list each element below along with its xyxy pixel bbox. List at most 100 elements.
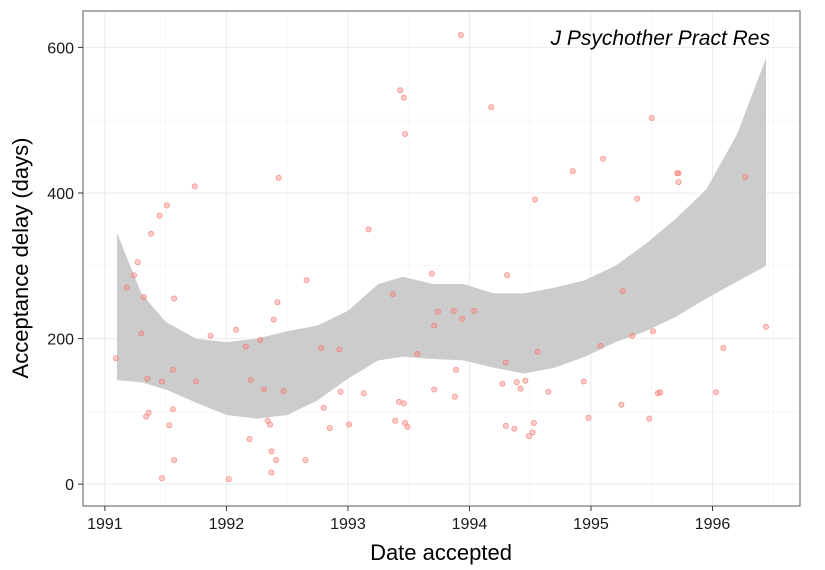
data-point [336, 346, 343, 353]
data-point [275, 174, 282, 181]
data-point [511, 425, 518, 432]
data-point [488, 104, 495, 111]
data-point [123, 284, 130, 291]
data-point [513, 379, 520, 386]
data-point [742, 173, 749, 180]
data-point [303, 277, 310, 284]
data-point [274, 299, 281, 306]
data-point [529, 429, 536, 436]
data-point [648, 115, 655, 122]
data-point [280, 387, 287, 394]
data-point [713, 389, 720, 396]
data-point [517, 385, 524, 392]
y-tick-label: 0 [65, 477, 74, 494]
data-point [242, 343, 249, 350]
y-tick-label: 400 [47, 186, 74, 203]
data-point [431, 386, 438, 393]
data-point [163, 202, 170, 209]
x-tick-label: 1996 [695, 516, 731, 533]
data-point [302, 457, 309, 464]
data-point [530, 419, 537, 426]
data-point [646, 415, 653, 422]
data-point [534, 348, 541, 355]
data-point [326, 425, 333, 432]
data-point [502, 422, 509, 429]
data-point [318, 344, 325, 351]
data-point [171, 457, 178, 464]
data-point [169, 366, 176, 373]
data-point [471, 307, 478, 314]
y-axis-title: Acceptance delay (days) [8, 138, 33, 379]
data-point [580, 378, 587, 385]
data-point [431, 322, 438, 329]
data-point [504, 272, 511, 279]
data-point [657, 389, 664, 396]
data-point [346, 421, 353, 428]
data-point [597, 342, 604, 349]
data-point [451, 393, 458, 400]
data-point [401, 130, 408, 137]
data-point [268, 469, 275, 476]
data-point [414, 350, 421, 357]
data-point [404, 423, 411, 430]
data-point [191, 183, 198, 190]
data-point [675, 170, 682, 177]
data-point [629, 332, 636, 339]
data-point [270, 316, 277, 323]
data-point [453, 366, 460, 373]
data-point [267, 421, 274, 428]
data-point [428, 270, 435, 277]
data-point [619, 288, 626, 295]
data-point [140, 294, 147, 301]
x-tick-label: 1993 [330, 516, 366, 533]
data-point [389, 291, 396, 298]
data-point [233, 326, 240, 333]
data-point [634, 195, 641, 202]
data-point [158, 378, 165, 385]
data-point [720, 344, 727, 351]
data-point [268, 448, 275, 455]
data-point [273, 457, 280, 464]
data-point [246, 435, 253, 442]
data-point [618, 401, 625, 408]
data-point [166, 422, 173, 429]
data-point [526, 433, 533, 440]
data-points [112, 32, 770, 483]
data-point [145, 409, 152, 416]
data-point [130, 272, 137, 279]
data-point [522, 377, 529, 384]
data-point [144, 375, 151, 382]
data-point [502, 359, 509, 366]
data-point [499, 380, 506, 387]
minor-gridlines [83, 11, 800, 506]
x-axis-title: Date accepted [370, 540, 512, 565]
data-point [434, 308, 441, 315]
data-point [337, 388, 344, 395]
smooth-confidence-ribbon [117, 58, 766, 419]
data-point [171, 295, 178, 302]
x-tick-label: 1992 [209, 516, 245, 533]
data-point [134, 259, 141, 266]
data-point [397, 87, 404, 94]
data-point [569, 168, 576, 175]
x-tick-label: 1991 [87, 516, 123, 533]
data-point [138, 330, 145, 337]
data-point [600, 155, 607, 162]
data-point [207, 332, 214, 339]
data-point [365, 226, 372, 233]
data-point [763, 323, 770, 330]
y-tick-label: 200 [47, 332, 74, 349]
data-point [158, 475, 165, 482]
data-point [148, 230, 155, 237]
data-point [400, 94, 407, 101]
data-point [650, 328, 657, 335]
data-point [257, 336, 264, 343]
y-axis-ticks: 0 200 400 600 [47, 40, 83, 494]
data-point [360, 390, 367, 397]
data-point [169, 406, 176, 413]
x-tick-label: 1995 [573, 516, 609, 533]
data-point [247, 377, 254, 384]
data-point [320, 404, 327, 411]
data-point [112, 355, 119, 362]
